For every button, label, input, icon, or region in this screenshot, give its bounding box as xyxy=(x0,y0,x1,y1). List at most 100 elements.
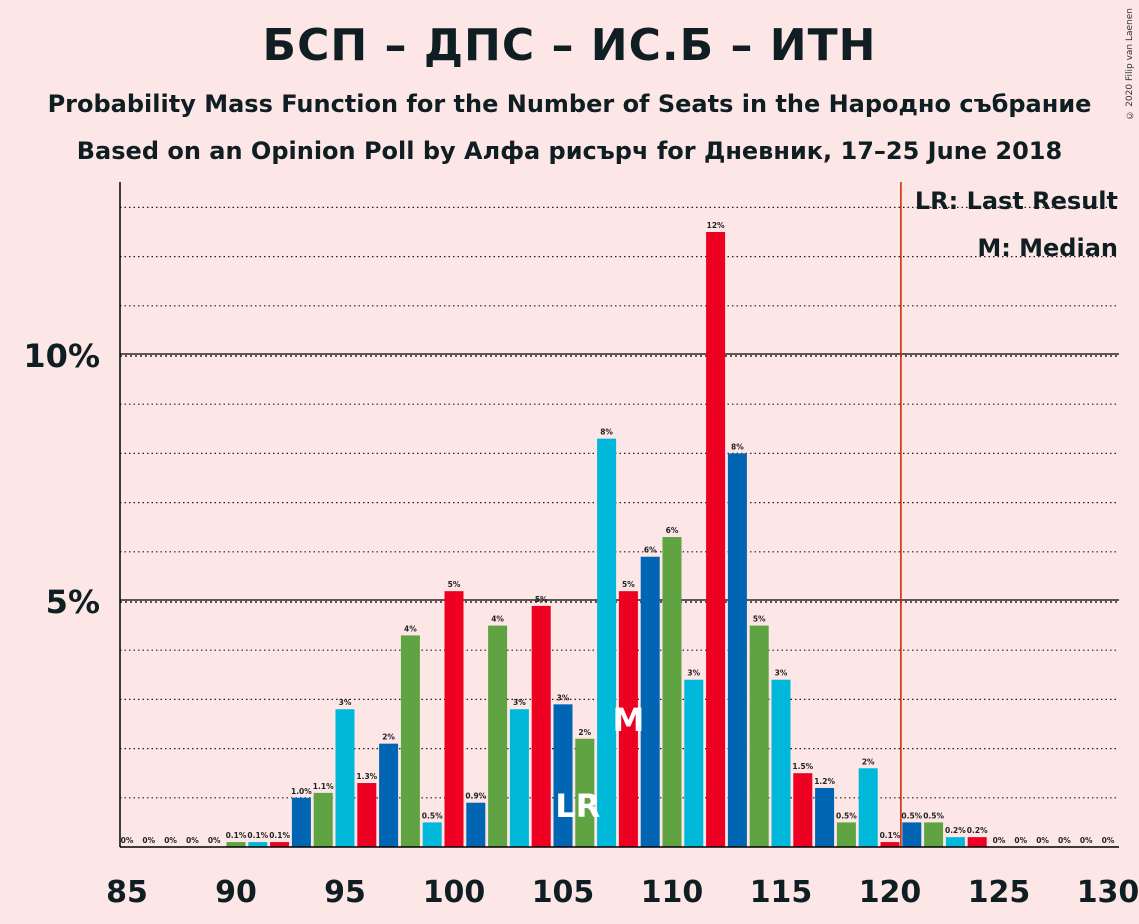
bar-105 xyxy=(553,704,573,847)
bar-label-106: 2% xyxy=(578,728,591,737)
bar-label-101: 0.9% xyxy=(465,792,486,801)
bar-label-105: 3% xyxy=(557,693,570,702)
bar-label-98: 4% xyxy=(404,624,417,633)
bar-label-127: 0% xyxy=(1036,836,1049,845)
chart-subtitle: Probability Mass Function for the Number… xyxy=(47,90,1092,118)
x-tick-label: 130 xyxy=(1077,875,1139,910)
bar-label-122: 0.5% xyxy=(923,811,944,820)
bar-label-92: 0.1% xyxy=(269,831,290,840)
x-tick-label: 115 xyxy=(750,875,813,910)
chart-source: Based on an Opinion Poll by Алфа рисърч … xyxy=(76,137,1063,165)
bar-92 xyxy=(270,842,290,847)
bar-label-109: 6% xyxy=(644,546,657,555)
bar-120 xyxy=(880,842,900,847)
median-marker: M xyxy=(612,701,644,739)
bar-label-94: 1.1% xyxy=(313,782,334,791)
bar-label-99: 0.5% xyxy=(422,811,443,820)
bar-label-125: 0% xyxy=(993,836,1006,845)
bar-107 xyxy=(597,438,617,847)
bar-label-129: 0% xyxy=(1080,836,1093,845)
bar-label-120: 0.1% xyxy=(880,831,901,840)
bar-label-117: 1.2% xyxy=(814,777,835,786)
bar-113 xyxy=(727,453,747,847)
bar-label-91: 0.1% xyxy=(247,831,268,840)
x-tick-label: 95 xyxy=(324,875,366,910)
y-tick-label: 5% xyxy=(46,583,100,621)
bar-label-95: 3% xyxy=(339,698,352,707)
bar-94 xyxy=(313,792,333,847)
bar-109 xyxy=(640,556,660,847)
bar-label-97: 2% xyxy=(382,733,395,742)
bar-label-108: 5% xyxy=(622,580,635,589)
bar-label-116: 1.5% xyxy=(792,762,813,771)
bar-label-119: 2% xyxy=(862,757,875,766)
bar-label-88: 0% xyxy=(186,836,199,845)
bar-111 xyxy=(684,679,704,847)
bar-label-126: 0% xyxy=(1014,836,1027,845)
bar-121 xyxy=(902,822,922,847)
bar-label-110: 6% xyxy=(666,526,679,535)
x-tick-label: 110 xyxy=(641,875,704,910)
bar-118 xyxy=(836,822,856,847)
bar-95 xyxy=(335,709,355,847)
bar-103 xyxy=(509,709,529,847)
bar-124 xyxy=(967,837,987,847)
bar-117 xyxy=(815,787,835,847)
x-tick-label: 125 xyxy=(968,875,1031,910)
bar-93 xyxy=(291,797,311,847)
bar-106 xyxy=(575,738,595,847)
bar-label-90: 0.1% xyxy=(226,831,247,840)
bar-110 xyxy=(662,537,682,847)
bar-98 xyxy=(400,635,420,847)
bar-label-124: 0.2% xyxy=(967,826,988,835)
bar-label-118: 0.5% xyxy=(836,811,857,820)
bar-label-112: 12% xyxy=(707,221,725,230)
bar-97 xyxy=(379,743,399,847)
bar-108 xyxy=(618,591,638,847)
bar-label-96: 1.3% xyxy=(356,772,377,781)
bar-102 xyxy=(488,625,508,847)
bar-114 xyxy=(749,625,769,847)
bar-label-86: 0% xyxy=(142,836,155,845)
chart-title: БСП – ДПС – ИС.Б – ИТН xyxy=(262,20,877,71)
bar-label-115: 3% xyxy=(775,669,788,678)
x-tick-label: 85 xyxy=(106,875,148,910)
bar-99 xyxy=(422,822,442,847)
bar-119 xyxy=(858,768,878,847)
bar-label-111: 3% xyxy=(687,669,700,678)
x-tick-label: 120 xyxy=(859,875,922,910)
bar-label-87: 0% xyxy=(164,836,177,845)
bar-label-89: 0% xyxy=(208,836,221,845)
bar-123 xyxy=(945,837,965,847)
bar-91 xyxy=(248,842,268,847)
bar-label-123: 0.2% xyxy=(945,826,966,835)
bar-label-121: 0.5% xyxy=(901,811,922,820)
bar-101 xyxy=(466,802,486,847)
bar-label-113: 8% xyxy=(731,442,744,451)
bar-label-102: 4% xyxy=(491,615,504,624)
x-tick-label: 90 xyxy=(215,875,257,910)
legend-entry: LR: Last Result xyxy=(915,187,1118,215)
bar-115 xyxy=(771,679,791,847)
bar-label-107: 8% xyxy=(600,428,613,437)
bar-90 xyxy=(226,842,246,847)
legend-entry: M: Median xyxy=(977,234,1118,262)
bar-96 xyxy=(357,783,377,847)
bar-label-114: 5% xyxy=(753,615,766,624)
bar-label-85: 0% xyxy=(121,836,134,845)
bar-label-103: 3% xyxy=(513,698,526,707)
x-tick-label: 105 xyxy=(532,875,595,910)
bar-label-93: 1.0% xyxy=(291,787,312,796)
bar-label-130: 0% xyxy=(1102,836,1115,845)
bar-112 xyxy=(706,232,726,847)
bar-100 xyxy=(444,591,464,847)
bar-label-104: 5% xyxy=(535,595,548,604)
bar-label-100: 5% xyxy=(448,580,461,589)
bar-label-128: 0% xyxy=(1058,836,1071,845)
bar-104 xyxy=(531,605,551,847)
bar-122 xyxy=(924,822,944,847)
y-tick-label: 10% xyxy=(23,337,100,375)
last-result-marker: LR xyxy=(555,787,600,825)
bar-116 xyxy=(793,773,813,847)
